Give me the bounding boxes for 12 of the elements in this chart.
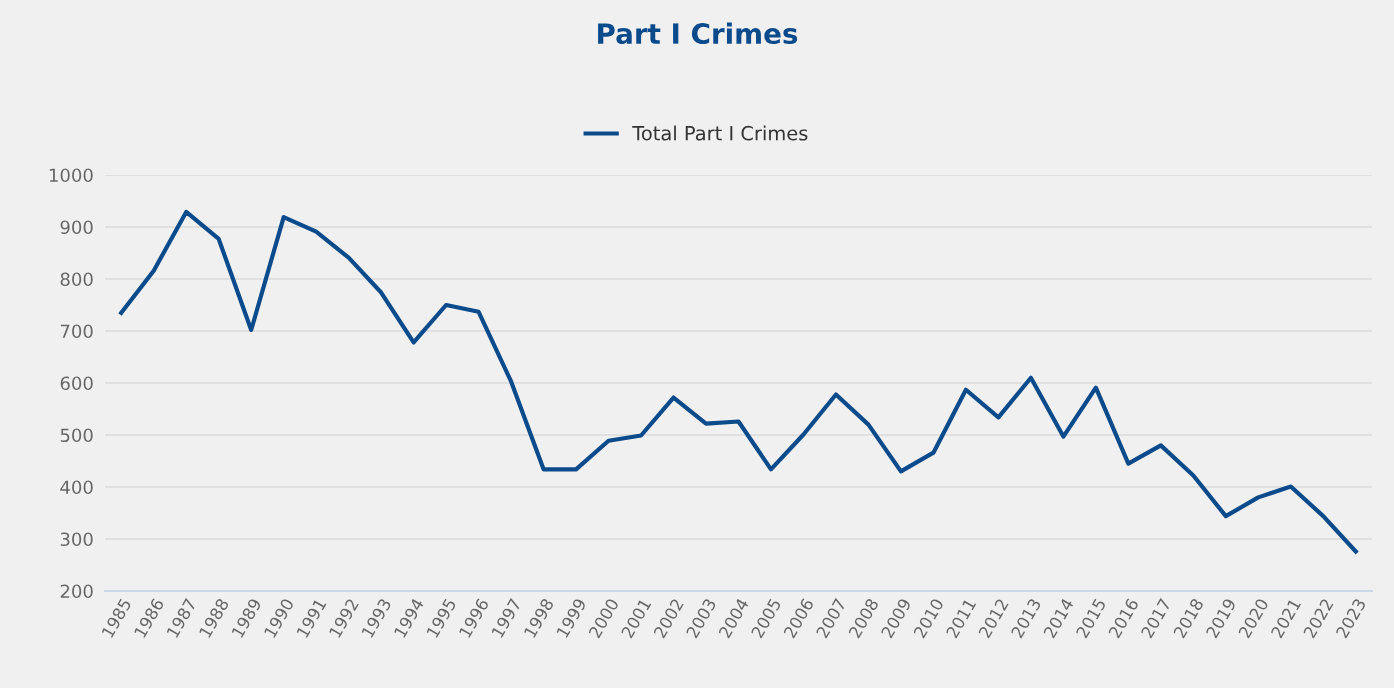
y-tick-label: 900	[60, 220, 93, 235]
y-tick-label: 600	[60, 376, 93, 391]
y-tick-label: 500	[60, 428, 93, 443]
y-tick-label: 800	[60, 272, 93, 287]
y-tick-label: 700	[60, 324, 93, 339]
y-tick-label: 1000	[49, 168, 93, 183]
legend-label: Total Part I Crimes	[632, 125, 808, 141]
y-tick-label: 400	[60, 480, 93, 495]
line-series	[119, 209, 1358, 554]
y-tick-label: 300	[60, 532, 93, 547]
chart-title: Part I Crimes	[598, 22, 798, 45]
y-tick-label: 200	[60, 584, 93, 599]
